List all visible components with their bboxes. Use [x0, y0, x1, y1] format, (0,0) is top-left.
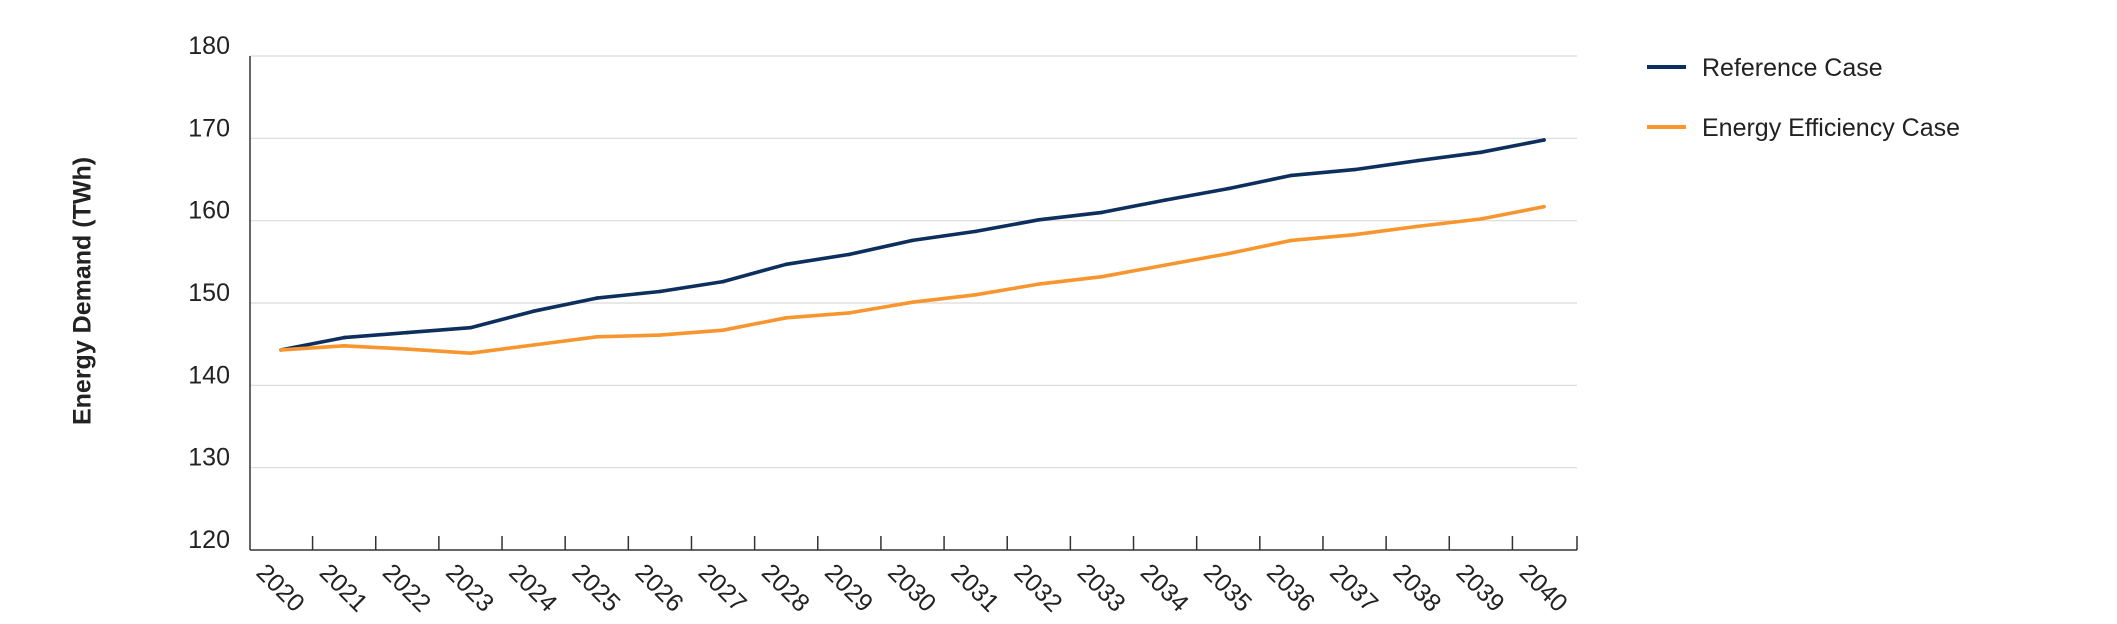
data-point — [1415, 224, 1420, 229]
data-point — [1542, 204, 1546, 209]
data-point — [1479, 217, 1483, 221]
grid-lines — [250, 55, 1577, 469]
data-point — [1100, 274, 1104, 279]
x-tick-label: 2025 — [567, 558, 626, 617]
x-tick-label: 2039 — [1451, 558, 1510, 617]
data-point — [1289, 238, 1294, 243]
x-tick-label: 2023 — [440, 558, 499, 617]
data-point — [1037, 218, 1041, 222]
x-tick-label: 2021 — [314, 558, 373, 617]
y-tick-label: 180 — [188, 32, 230, 60]
data-point — [973, 292, 978, 297]
data-point — [658, 333, 662, 337]
data-point — [1226, 251, 1231, 256]
x-tick-label: 2035 — [1198, 558, 1257, 617]
data-point — [594, 296, 599, 300]
x-tick-label: 2022 — [377, 558, 436, 617]
data-point — [847, 311, 852, 315]
x-tick-label: 2036 — [1261, 558, 1320, 617]
x-tick-label: 2030 — [882, 558, 941, 617]
data-point — [405, 330, 410, 335]
series-line-energy-efficiency-case — [279, 204, 1546, 356]
data-point — [1352, 167, 1357, 172]
data-point — [973, 229, 978, 234]
x-tick-label: 2031 — [945, 558, 1004, 617]
x-tick-label: 2028 — [756, 558, 815, 617]
data-point — [784, 316, 788, 320]
data-point — [1100, 210, 1104, 215]
x-tick-label: 2037 — [1324, 558, 1383, 617]
x-tick-label: 2029 — [819, 558, 878, 617]
axes — [249, 56, 1578, 551]
data-point — [721, 328, 725, 332]
x-tick-label: 2034 — [1135, 558, 1194, 617]
y-tick-label: 140 — [188, 361, 230, 389]
data-point — [468, 325, 473, 330]
x-tick-label: 2027 — [693, 558, 752, 617]
data-point — [279, 348, 283, 352]
data-point — [1479, 150, 1483, 155]
y-tick-label: 160 — [188, 197, 230, 225]
data-point — [342, 344, 346, 348]
x-tick-label: 2026 — [630, 558, 689, 617]
data-point — [531, 343, 536, 347]
x-tick-label: 2033 — [1072, 558, 1131, 617]
x-tick-label: 2040 — [1514, 558, 1573, 617]
data-point — [1037, 282, 1041, 286]
y-tick-label: 120 — [188, 526, 230, 554]
data-point — [658, 289, 662, 294]
y-tick-label: 150 — [188, 279, 230, 307]
y-axis-title: Energy Demand (TWh) — [69, 157, 97, 425]
legend-label: Energy Efficiency Case — [1702, 114, 1960, 142]
data-point — [1289, 173, 1294, 178]
legend: Reference Case Energy Efficiency Case — [1647, 54, 1960, 142]
series-lines — [279, 138, 1546, 356]
data-point — [1542, 138, 1546, 142]
x-tick-label: 2038 — [1387, 558, 1446, 617]
y-tick-label: 170 — [188, 114, 230, 142]
data-point — [784, 262, 788, 267]
data-point — [342, 335, 346, 340]
data-point — [910, 238, 915, 243]
data-point — [1163, 263, 1167, 267]
data-point — [594, 334, 599, 339]
data-point — [468, 351, 473, 356]
data-point — [1226, 186, 1231, 191]
y-tick-labels: 120 130 140 150 160 170 180 — [188, 32, 230, 554]
series-line-reference-case — [279, 138, 1546, 352]
x-tick-labels: 2020 2021 2022 2023 2024 2025 2026 2027 2028 2029… — [251, 558, 1573, 617]
data-point — [1352, 232, 1357, 237]
data-point — [721, 279, 725, 284]
data-point — [1163, 198, 1167, 202]
data-point — [1415, 158, 1420, 163]
data-point — [847, 252, 852, 257]
y-tick-label: 130 — [188, 444, 230, 472]
x-tick-label: 2020 — [251, 558, 310, 617]
x-tick-label: 2032 — [1009, 558, 1068, 617]
data-point — [531, 309, 536, 314]
data-point — [910, 300, 915, 304]
data-point — [405, 347, 410, 351]
legend-label: Reference Case — [1702, 54, 1883, 82]
x-tick-label: 2024 — [503, 558, 562, 617]
